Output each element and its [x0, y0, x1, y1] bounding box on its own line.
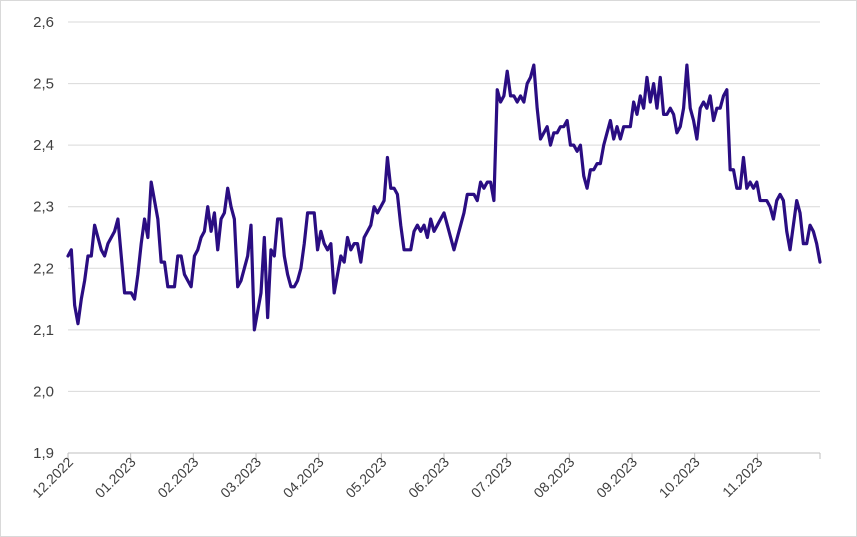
- series-layer: [66, 63, 822, 332]
- x-tick-label: 09.2023: [593, 454, 640, 501]
- y-axis-tick-labels: 1,9 2,0 2,1 2,2 2,3 2,4 2,5 2,6: [33, 14, 54, 462]
- x-tick-label: 03.2023: [217, 454, 264, 501]
- x-axis-tick-marks: [67, 453, 821, 459]
- y-tick-label: 2,2: [33, 260, 54, 277]
- y-tick-label: 2,3: [33, 199, 54, 216]
- x-tick-label: 05.2023: [342, 454, 389, 501]
- y-tick-label: 2,0: [33, 383, 54, 400]
- y-tick-label: 2,1: [33, 322, 54, 339]
- x-tick-label: 10.2023: [656, 454, 703, 501]
- series-line: [66, 63, 822, 332]
- x-axis-tick-labels: 12.2022 01.2023 02.2023 03.2023 04.2023 05.20…: [29, 454, 766, 501]
- gridlines: [68, 21, 820, 392]
- x-tick-label: 06.2023: [405, 454, 452, 501]
- y-tick-label: 2,6: [33, 14, 54, 31]
- y-tick-label: 2,4: [33, 137, 54, 154]
- x-tick-label: 04.2023: [280, 454, 327, 501]
- y-tick-label: 1,9: [33, 445, 54, 462]
- x-tick-label: 11.2023: [719, 454, 766, 501]
- x-tick-label: 01.2023: [92, 454, 139, 501]
- y-tick-label: 2,5: [33, 76, 54, 93]
- x-tick-label: 08.2023: [530, 454, 577, 501]
- x-tick-label: 07.2023: [468, 454, 515, 501]
- x-tick-label: 02.2023: [154, 454, 201, 501]
